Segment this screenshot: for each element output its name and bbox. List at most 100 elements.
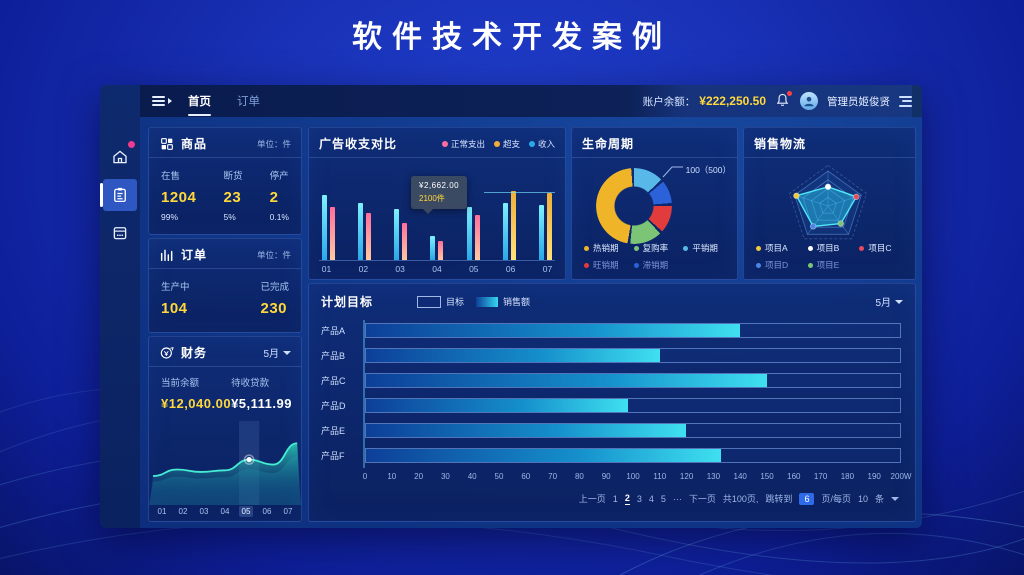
- ad-x-label: 05: [469, 264, 479, 274]
- user-avatar[interactable]: [800, 92, 818, 110]
- stat-当前余额: 当前余额 ¥12,040.00: [161, 378, 232, 411]
- admin-name: 管理员姬俊贤: [827, 95, 890, 108]
- goods-card: 商品 单位：件 在售 1204 99% 断货 23 5% 停产 2 0.1%: [148, 127, 302, 235]
- axis-tick: 190: [867, 472, 881, 481]
- plan-row-产品F: 产品F: [321, 443, 901, 468]
- chevron-down-icon: [895, 299, 903, 304]
- axis-tick: 50: [494, 472, 504, 481]
- legend-item-正常支出: 正常支出: [441, 138, 485, 150]
- archive-box-icon: [113, 227, 127, 240]
- plan-row-产品E: 产品E: [321, 418, 901, 443]
- legend-swatch: [476, 296, 499, 307]
- jump-label: 跳转到: [765, 494, 793, 504]
- chevron-down-icon: [283, 350, 291, 355]
- axis-tick: 110: [653, 472, 667, 481]
- income-bar: [394, 209, 400, 260]
- legend-item-项目A: 项目A: [756, 242, 808, 254]
- legend-dot: [441, 140, 448, 147]
- sales-bar: [366, 324, 740, 337]
- income-bar: [502, 202, 508, 260]
- axis-tick: 120: [679, 472, 694, 481]
- notifications-bell-icon[interactable]: [775, 91, 792, 110]
- sales-bar: [366, 449, 722, 462]
- month-label-07: 07: [283, 507, 293, 516]
- bar-group-02: [358, 168, 372, 260]
- stat-在售: 在售 1204 99%: [161, 171, 197, 222]
- finance-months: 01 02 03 04 05 06 07: [149, 505, 301, 521]
- axis-tick: 70: [548, 472, 558, 481]
- ad-x-label: 07: [542, 264, 553, 274]
- income-bar: [358, 202, 364, 260]
- finance-period-dropdown[interactable]: 5月: [263, 345, 291, 360]
- target-track: [365, 423, 901, 438]
- page-button-3[interactable]: 3: [636, 493, 642, 504]
- card-title: 销售物流: [754, 137, 807, 151]
- target-track: [365, 398, 901, 413]
- ad-x-label: 04: [432, 264, 442, 274]
- prev-page-button[interactable]: 上一页: [578, 494, 606, 504]
- jump-page-input[interactable]: 6: [799, 492, 815, 505]
- legend-item-项目C: 项目C: [859, 242, 911, 254]
- axis-tick: 0: [362, 472, 368, 481]
- month-label-01: 01: [157, 507, 167, 516]
- axis-tick: 60: [521, 472, 531, 481]
- legend-swatch: [417, 295, 442, 308]
- card-title: 商品: [181, 137, 208, 151]
- page-button-5[interactable]: 5: [660, 493, 666, 504]
- legend-item-收入: 收入: [528, 138, 555, 150]
- tab-订单[interactable]: 订单: [237, 96, 260, 108]
- axis-tick: 180: [840, 472, 855, 481]
- plan-row-产品A: 产品A: [321, 318, 901, 343]
- tab-首页[interactable]: 首页: [186, 85, 213, 118]
- legend-item-目标: 目标: [417, 295, 464, 308]
- axis-tick: 40: [467, 472, 477, 481]
- page-title: 软件技术开发案例: [352, 20, 672, 55]
- page-button-4[interactable]: 4: [648, 493, 654, 504]
- unit-label: 单位：件: [256, 249, 291, 260]
- month-label-06: 06: [262, 507, 272, 516]
- chevron-down-icon[interactable]: [891, 496, 899, 501]
- balance-value: ¥222,250.50: [699, 93, 766, 108]
- axis-tick: 150: [760, 472, 774, 481]
- legend-item-项目E: 项目E: [807, 259, 860, 271]
- expense-bar: [330, 206, 335, 260]
- page-button-2[interactable]: 2: [624, 492, 630, 505]
- notification-badge: [128, 141, 135, 148]
- unit-label: 单位：件: [256, 138, 291, 149]
- collapse-menu-icon[interactable]: [899, 93, 912, 109]
- tooltip-count: 2100件: [419, 194, 445, 203]
- category-label: 产品F: [321, 451, 345, 461]
- per-page-value: 10: [857, 493, 868, 504]
- legend-dot: [528, 140, 535, 147]
- ad-x-label: 03: [395, 264, 405, 274]
- expense-bar: [474, 214, 480, 260]
- plan-row-产品C: 产品C: [321, 368, 901, 393]
- plan-period-dropdown[interactable]: 5月: [875, 294, 903, 309]
- per-page-unit: 条: [874, 494, 884, 504]
- sales-bar: [366, 399, 628, 412]
- account-balance: 账户余额： ¥222,250.50: [643, 94, 766, 109]
- next-page-button[interactable]: 下一页: [688, 494, 716, 504]
- bell-badge: [787, 91, 792, 96]
- page-button-1[interactable]: 1: [612, 493, 618, 504]
- dashboard-window: 首页 订单 账户余额： ¥222,250.50: [100, 85, 922, 528]
- axis-tick: 170: [813, 472, 828, 481]
- sales-bar: [366, 374, 767, 387]
- axis-tick: 10: [387, 472, 397, 481]
- income-bar: [466, 206, 472, 260]
- category-label: 产品C: [321, 376, 346, 386]
- legend-item-平销期: 平销期: [683, 242, 733, 254]
- ad-x-label: 02: [358, 264, 369, 274]
- sidebar-item-orders-board[interactable]: [100, 179, 137, 211]
- plan-row-产品D: 产品D: [321, 393, 901, 418]
- card-title: 订单: [181, 248, 208, 262]
- month-label-02: 02: [178, 507, 188, 516]
- ad-x-label: 01: [321, 264, 332, 274]
- sidebar-item-home[interactable]: [103, 141, 137, 173]
- income-bar: [322, 194, 327, 260]
- target-track: [365, 448, 901, 463]
- sidebar-item-archive[interactable]: [103, 217, 137, 249]
- ad-reference-line: [484, 191, 555, 193]
- legend-item-项目D: 项目D: [756, 259, 808, 271]
- menu-toggle-icon[interactable]: [152, 94, 172, 108]
